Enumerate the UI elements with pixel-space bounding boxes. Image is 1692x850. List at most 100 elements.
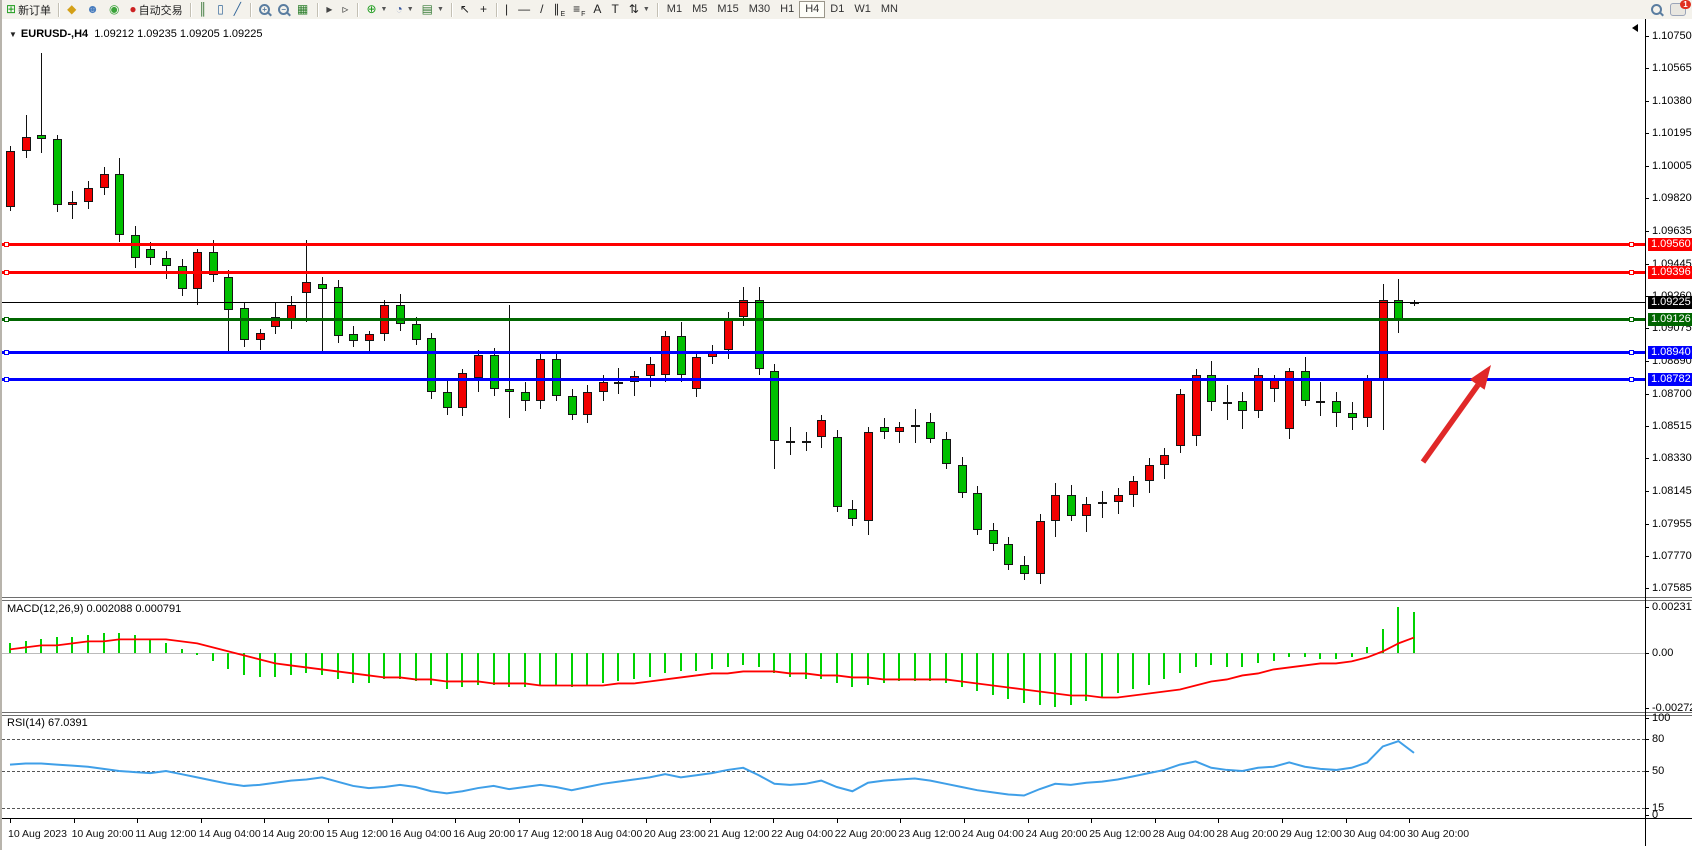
timeframe-h4-button[interactable]: H4 (799, 1, 826, 18)
macd-histogram-bar (742, 653, 745, 666)
hline-anchor[interactable] (1629, 241, 1634, 247)
zoom-in-icon[interactable]: + (256, 1, 273, 18)
hline-anchor[interactable] (1629, 349, 1634, 355)
annotation-arrow[interactable] (2, 19, 1692, 850)
toolbar-separator (357, 2, 360, 17)
new-order-button[interactable]: ⊞ 新订单 (3, 1, 54, 18)
timeframe-mn-button[interactable]: MN (880, 3, 898, 15)
chat-badge: 1 (1680, 0, 1691, 9)
signal-icon[interactable]: ◉ (106, 1, 124, 18)
macd-histogram-bar (898, 653, 901, 682)
candle-body (162, 257, 171, 267)
equidistant-channel-icon[interactable]: ∥ E (550, 1, 568, 18)
macd-histogram-bar (867, 653, 869, 686)
hline-anchor[interactable] (1629, 317, 1634, 323)
price-tick-label: 1.07955 (1652, 517, 1692, 530)
candle-body (1285, 371, 1295, 429)
time-tick-mark (646, 819, 647, 823)
candle-body (676, 336, 686, 375)
timeframe-m1-button[interactable]: M1 (666, 3, 683, 15)
indicators-icon[interactable]: ⊕ ▼ (363, 1, 390, 18)
search-icon[interactable] (1651, 4, 1662, 15)
templates-icon[interactable]: ▤ ▼ (419, 1, 447, 18)
timeframe-h1-button[interactable]: H1 (780, 3, 795, 15)
price-tick-mark (1645, 588, 1649, 590)
hline-1.09560[interactable] (2, 242, 1645, 246)
text-label-icon[interactable]: T (608, 1, 623, 18)
timeframe-m5-button[interactable]: M5 (692, 3, 708, 15)
macd-histogram-bar (555, 653, 557, 686)
sound-icon[interactable]: ◆ (64, 1, 81, 18)
hline-1.09396[interactable] (2, 271, 1645, 275)
hline-1.09126[interactable] (2, 318, 1645, 322)
hline-1.08782[interactable] (2, 378, 1645, 382)
macd-histogram-bar (1272, 653, 1275, 662)
trendline-icon[interactable]: / (537, 1, 548, 18)
pane-separator-1[interactable] (2, 597, 1692, 601)
zoom-out-icon[interactable]: − (275, 1, 292, 18)
cursor-icon[interactable]: ↖ (457, 1, 475, 18)
bar-chart-icon[interactable]: ║ (196, 1, 213, 18)
chart-menu-icon[interactable]: ▼ (9, 30, 17, 39)
price-tick-label: 1.08330 (1652, 452, 1692, 465)
macd-histogram-bar (1225, 653, 1228, 668)
timeframe-d1-button[interactable]: D1 (830, 3, 845, 15)
hline-anchor[interactable] (4, 377, 9, 383)
macd-histogram-bar (851, 653, 854, 688)
hline-anchor[interactable] (1629, 270, 1634, 276)
periods-icon[interactable]: ◔ ▼ (392, 1, 416, 18)
community-icon[interactable]: ☻ (83, 1, 104, 18)
tile-windows-icon[interactable]: ▦ (294, 1, 313, 18)
hline-1.08940[interactable] (2, 350, 1645, 354)
candlestick-chart-icon[interactable]: ▯ (214, 1, 229, 18)
timeframe-m30-button[interactable]: M30 (748, 3, 771, 15)
candle-body (1129, 481, 1139, 495)
pane-separator-2[interactable] (2, 712, 1692, 716)
hline-anchor[interactable] (1629, 377, 1634, 383)
chart-shift-icon[interactable]: ▹ (339, 1, 353, 18)
toolbar-separator (189, 2, 192, 17)
macd-histogram-bar (1413, 611, 1415, 654)
hline-anchor[interactable] (4, 241, 9, 247)
price-tick-label: 1.08515 (1652, 420, 1692, 433)
time-tick-label: 21 Aug 12:00 (707, 828, 770, 840)
macd-histogram-bar (633, 653, 635, 680)
candle-body (255, 332, 265, 340)
timeframe-m15-button[interactable]: M15 (717, 3, 739, 15)
hline-anchor[interactable] (4, 349, 9, 355)
vertical-line-icon[interactable]: | (502, 1, 513, 18)
macd-histogram-bar (258, 653, 261, 678)
time-tick-label: 18 Aug 04:00 (580, 828, 643, 840)
candle-wick (228, 269, 230, 354)
time-tick-label: 22 Aug 20:00 (834, 828, 897, 840)
auto-scroll-icon[interactable]: ▸ (323, 1, 337, 18)
candle-body (988, 529, 998, 544)
price-tick-mark (1645, 36, 1649, 37)
candle-body (333, 287, 343, 337)
price-tick-mark (1645, 296, 1649, 298)
arrows-icon[interactable]: ⇅ ▼ (626, 1, 653, 18)
sub-axis-tick-mark (1645, 739, 1649, 740)
crosshair-icon[interactable]: + (477, 1, 492, 18)
time-tick-label: 28 Aug 04:00 (1152, 828, 1215, 840)
current-price-badge: 1.09225 (1648, 296, 1692, 310)
chart-area[interactable]: ▼ EURUSD-,H4 1.09212 1.09235 1.09205 1.09… (2, 19, 1692, 850)
macd-histogram-bar (227, 653, 230, 670)
timeframe-w1-button[interactable]: W1 (854, 3, 871, 15)
line-chart-icon[interactable]: ╱ (231, 1, 246, 18)
hline-anchor[interactable] (4, 270, 9, 276)
candle-body (1004, 543, 1014, 565)
candle-body (99, 173, 109, 188)
candle-body (1332, 400, 1341, 413)
autotrading-button[interactable]: ● 自动交易 (126, 1, 185, 18)
candle-body (271, 316, 281, 328)
chat-icon[interactable]: 1 (1670, 0, 1691, 16)
hline-anchor[interactable] (4, 317, 9, 323)
crosshair-glyph: + (479, 2, 487, 16)
text-icon[interactable]: A (590, 1, 606, 18)
candle-body (926, 421, 936, 440)
candle-body (1113, 494, 1123, 502)
fibonacci-icon[interactable]: ≡ F (570, 1, 588, 18)
macd-histogram-bar (695, 653, 698, 672)
horizontal-line-icon[interactable]: — (515, 1, 535, 18)
